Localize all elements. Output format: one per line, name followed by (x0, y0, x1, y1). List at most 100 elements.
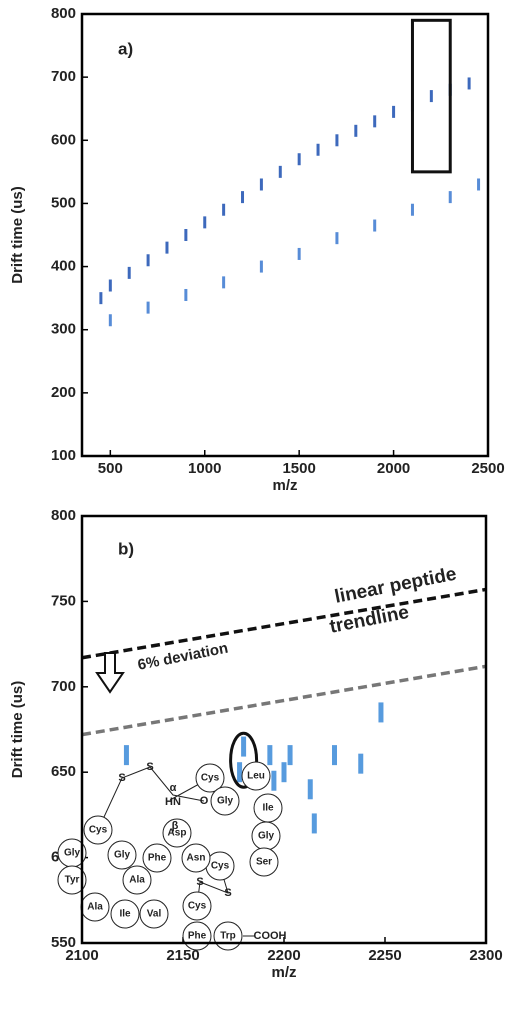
data-point (378, 702, 384, 723)
data-point (429, 90, 433, 103)
structure-label: Cys (211, 861, 230, 872)
data-point (123, 745, 129, 766)
structure-label: S (224, 887, 231, 899)
y-tick-label: 600 (51, 131, 76, 148)
y-axis-label: Drift time (us) (9, 186, 26, 284)
data-point (335, 134, 339, 147)
data-point (259, 260, 263, 273)
structure-label: Leu (247, 771, 265, 782)
data-point (165, 241, 169, 254)
x-tick-label: 1500 (282, 460, 315, 477)
data-point (271, 770, 277, 791)
residue (249, 847, 279, 877)
x-tick-label: 500 (98, 460, 123, 477)
x-tick-label: 2250 (368, 947, 401, 964)
structure-label: Tyr (65, 875, 80, 886)
data-point (354, 124, 358, 137)
data-point (373, 219, 377, 232)
y-tick-label: 650 (51, 763, 76, 780)
structure-label: Phe (148, 853, 167, 864)
y-tick-label: 800 (51, 5, 76, 22)
y-axis-label: Drift time (us) (9, 681, 26, 779)
data-point (108, 314, 112, 327)
residue (195, 763, 225, 793)
data-point (222, 276, 226, 289)
data-point (241, 191, 245, 204)
data-point (467, 77, 471, 90)
arrow (95, 652, 125, 694)
residue (107, 840, 137, 870)
y-tick-label: 100 (51, 447, 76, 464)
x-tick-label: 2150 (166, 947, 199, 964)
annotation: 6% deviation (136, 640, 229, 674)
structure-label: α (170, 782, 177, 794)
x-tick-label: 2200 (267, 947, 300, 964)
data-point (392, 105, 396, 118)
structure-label: Cys (89, 825, 108, 836)
data-point (267, 745, 273, 766)
residue (83, 815, 113, 845)
residue (210, 786, 240, 816)
structure-label: S (196, 876, 203, 888)
structure-label: S (118, 772, 125, 784)
highlight-ellipse (229, 731, 259, 789)
structure-label: S (146, 761, 153, 773)
x-axis-label: m/z (271, 964, 296, 981)
data-point (373, 115, 377, 128)
structure-label: Cys (201, 773, 220, 784)
structure-label: Gly (114, 850, 131, 861)
x-tick-label: 1000 (188, 460, 221, 477)
data-point (237, 762, 243, 783)
annotation: trendline (328, 602, 411, 638)
x-tick-label: 2300 (469, 947, 502, 964)
structure-label: Gly (64, 848, 81, 859)
data-point (335, 232, 339, 245)
data-point (410, 203, 414, 216)
structure-label: Ser (256, 857, 272, 868)
structure-label: Gly (217, 796, 234, 807)
structure-label: Phe (188, 931, 207, 942)
data-point (259, 178, 263, 191)
data-point (146, 254, 150, 267)
structure-label: β (172, 820, 179, 832)
data-point (146, 301, 150, 314)
data-point (203, 216, 207, 229)
x-tick-label: 2500 (471, 460, 504, 477)
structure-label: Asp (168, 828, 187, 839)
data-point (241, 736, 247, 757)
structure-label: Trp (220, 931, 236, 942)
y-tick-label: 500 (51, 194, 76, 211)
residue (241, 761, 271, 791)
structure-label: Ile (119, 909, 131, 920)
residue (182, 891, 212, 921)
residue (139, 899, 169, 929)
data-point (358, 753, 364, 774)
y-tick-label: 750 (51, 592, 76, 609)
plot-frame (80, 12, 490, 458)
structure-label: Ala (129, 875, 145, 886)
residue (181, 843, 211, 873)
y-tick-label: 700 (51, 678, 76, 695)
y-tick-label: 550 (51, 934, 76, 951)
residue (57, 865, 87, 895)
data-point (222, 203, 226, 216)
structure-label: Val (147, 909, 162, 920)
data-point (297, 247, 301, 260)
data-point (311, 813, 317, 834)
structure-label: Ile (262, 803, 274, 814)
structure-label: HN (165, 796, 181, 808)
residue (162, 818, 192, 848)
data-point (448, 191, 452, 204)
y-tick-label: 700 (51, 68, 76, 85)
annotation: linear peptide (333, 564, 458, 608)
residue (122, 865, 152, 895)
data-point (332, 745, 337, 766)
data-point (477, 178, 481, 191)
trend-line (81, 664, 487, 737)
y-tick-label: 300 (51, 321, 76, 338)
annotation: b) (118, 539, 134, 558)
data-point (108, 279, 112, 292)
data-point (281, 762, 287, 783)
y-tick-label: 200 (51, 384, 76, 401)
